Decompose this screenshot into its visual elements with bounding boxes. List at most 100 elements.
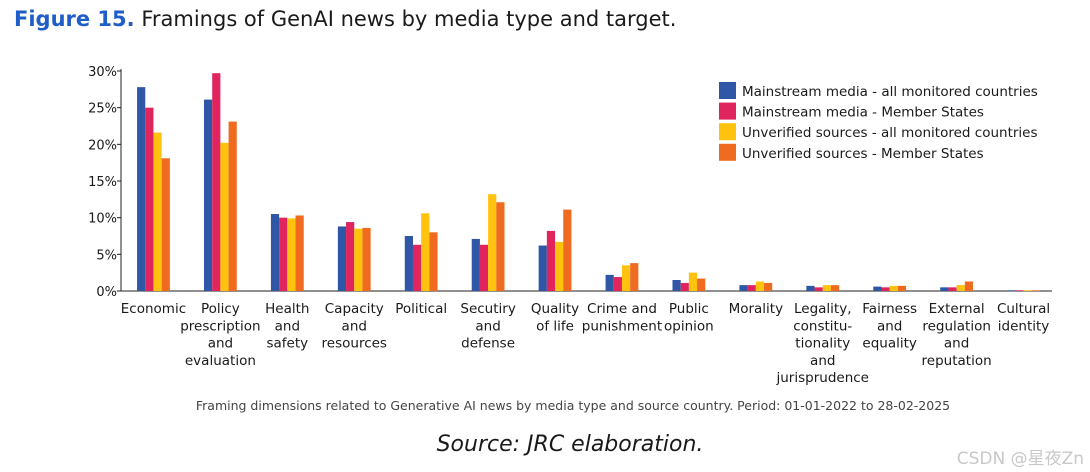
bar: [137, 87, 146, 291]
x-category-label: safety: [266, 336, 308, 352]
bar: [362, 227, 371, 291]
bar: [354, 228, 363, 291]
bar: [1007, 290, 1016, 292]
bar: [881, 287, 890, 291]
x-category-label: Legality,: [794, 301, 852, 317]
bar: [429, 232, 438, 291]
bar: [220, 142, 229, 291]
bar: [755, 281, 765, 291]
figure-title: Figure 15. Framings of GenAI news by med…: [14, 7, 676, 31]
bar: [806, 285, 815, 291]
x-category-label: identity: [998, 318, 1050, 334]
x-category-label: opinion: [664, 318, 714, 334]
bar: [287, 218, 296, 291]
bar: [630, 263, 639, 291]
x-category-label: Health: [265, 301, 309, 317]
bar: [153, 132, 162, 291]
watermark: CSDN @星夜Zn: [956, 449, 1084, 469]
bar: [161, 158, 170, 291]
bar: [956, 285, 965, 291]
bar: [212, 73, 221, 291]
y-tick-label: 30%: [88, 65, 117, 80]
x-category-label: Cultural: [997, 301, 1050, 317]
bar: [747, 285, 756, 291]
bar: [404, 236, 413, 291]
figure-title-text: Framings of GenAI news by media type and…: [141, 7, 677, 31]
bar: [764, 282, 773, 291]
x-category-label: and: [208, 336, 233, 352]
bar: [873, 286, 882, 291]
x-category-label: Secutiry: [460, 301, 515, 317]
legend-swatch: [719, 102, 736, 120]
x-category-label: punishment: [582, 318, 662, 334]
x-category-label: jurisprudence: [776, 370, 869, 386]
bar: [605, 274, 614, 291]
x-category-label: and: [275, 318, 300, 334]
legend-label: Mainstream media - Member States: [742, 105, 984, 121]
legend-swatch: [719, 143, 736, 161]
y-tick-label: 10%: [88, 212, 117, 227]
y-tick-label: 15%: [88, 175, 117, 190]
x-category-label: constitu-: [793, 318, 852, 334]
bar: [621, 265, 631, 291]
x-category-label: and: [342, 318, 367, 334]
bar: [337, 226, 347, 291]
chart-caption: Framing dimensions related to Generative…: [195, 398, 951, 413]
bar: [940, 287, 949, 291]
source-note: Source: JRC elaboration.: [436, 432, 704, 457]
bar: [822, 285, 831, 291]
bar: [830, 285, 840, 291]
x-category-label: regulation: [922, 318, 991, 334]
x-category-label: Policy: [201, 301, 240, 317]
x-category-label: and: [475, 318, 500, 334]
x-category-label: defense: [461, 336, 515, 352]
bar: [613, 277, 622, 291]
x-category-label: Capacity: [325, 301, 384, 317]
bar: [412, 244, 422, 291]
bar: [295, 215, 304, 291]
bar: [814, 287, 823, 291]
x-category-label: reputation: [922, 353, 992, 369]
bar: [889, 285, 898, 291]
x-category-label: resources: [322, 336, 387, 352]
bar: [964, 281, 974, 291]
legend-swatch: [719, 82, 736, 99]
y-tick-label: 5%: [96, 248, 117, 263]
x-category-label: Fairness: [862, 301, 917, 317]
x-category-label: equality: [862, 336, 917, 352]
x-category-label: prescription: [180, 318, 260, 334]
bar: [948, 287, 957, 291]
bar: [680, 282, 689, 291]
x-category-label: and: [944, 336, 969, 352]
figure-number: Figure 15.: [14, 7, 135, 31]
x-category-label: and: [877, 318, 902, 334]
x-category-label: Political: [395, 301, 447, 317]
bar: [228, 121, 237, 291]
bar: [471, 238, 480, 291]
bar: [563, 209, 572, 291]
x-category-label: of life: [536, 318, 574, 334]
bar: [203, 99, 213, 291]
bar: [145, 107, 154, 292]
bar: [270, 214, 280, 291]
bar: [555, 241, 564, 291]
x-category-label: Public: [669, 301, 709, 317]
bar: [479, 244, 489, 291]
bar: [1031, 290, 1040, 292]
y-tick-label: 25%: [88, 102, 117, 117]
bar: [672, 280, 681, 291]
bar-chart: 0% 5% 10% 15% 20% 25% 30% Economic Policyprescri…: [88, 65, 1052, 386]
bar: [488, 194, 497, 291]
bar: [538, 245, 547, 291]
x-category-label: evaluation: [185, 353, 256, 369]
bar: [1023, 290, 1032, 292]
x-category-label: and: [810, 353, 835, 369]
bar: [546, 230, 556, 291]
bar: [897, 285, 907, 291]
x-category-label: Crime and: [587, 301, 657, 317]
x-category-label: Quality: [531, 301, 579, 317]
bar: [739, 285, 748, 291]
legend-label: Unverified sources - all monitored count…: [742, 125, 1038, 141]
legend-label: Unverified sources - Member States: [742, 146, 984, 162]
bar: [279, 217, 288, 291]
